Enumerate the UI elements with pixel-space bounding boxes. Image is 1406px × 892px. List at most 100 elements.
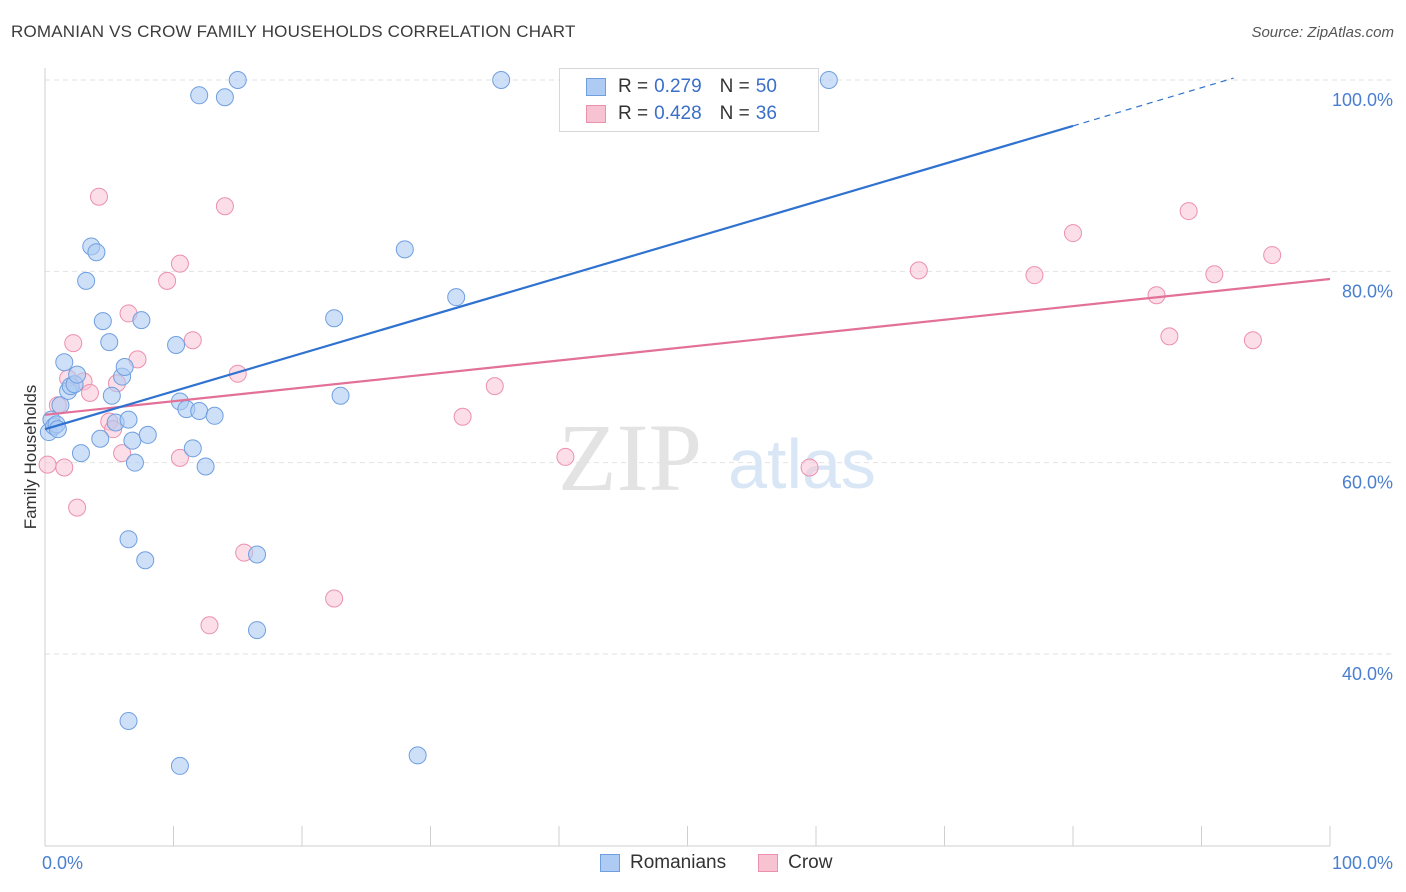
romanian-point <box>331 386 350 405</box>
n-label: N = <box>719 103 750 124</box>
r-label: R = <box>618 103 649 124</box>
x-tick-label-end: 100.0% <box>1332 853 1393 873</box>
crow-point <box>1160 327 1179 346</box>
crow-legend-swatch <box>758 854 779 872</box>
crow-point <box>1064 224 1082 243</box>
legend-item-crow[interactable]: Crow <box>758 852 832 874</box>
chart-title: ROMANIAN VS CROW FAMILY HOUSEHOLDS CORRE… <box>11 22 576 41</box>
crow-point <box>1205 265 1224 284</box>
crow-point <box>1179 202 1198 221</box>
crow-point <box>64 334 83 353</box>
legend-item-romanians[interactable]: Romanians <box>600 852 726 874</box>
legend-row-romanians: R = 0.279 N = 50 <box>586 75 777 99</box>
r-value: 0.428 <box>654 103 702 124</box>
crow-point <box>1147 286 1166 305</box>
romanian-point <box>228 71 247 89</box>
romanian-point <box>132 311 151 330</box>
romanian-point <box>119 530 138 549</box>
n-label: N = <box>719 76 750 97</box>
romanian-point <box>55 353 74 372</box>
romanian-point <box>100 333 119 352</box>
romanian-point <box>136 551 155 570</box>
romanian-point <box>138 425 157 444</box>
romanian-point <box>492 71 511 89</box>
romanian-point <box>325 309 344 328</box>
romanian-point <box>91 429 110 448</box>
crow-point <box>1263 246 1282 265</box>
crow-point <box>909 261 928 280</box>
romanian-point <box>248 545 267 564</box>
y-tick-label: 60.0% <box>1342 473 1393 493</box>
crow-point <box>183 331 202 350</box>
romanian-points <box>39 71 838 775</box>
romanian-point <box>119 410 138 429</box>
romanian-point <box>190 86 209 105</box>
romanian-point <box>77 271 96 290</box>
y-axis-label: Family Households <box>21 385 40 530</box>
romanian-point <box>170 756 189 775</box>
romanians-legend-swatch <box>600 854 620 872</box>
crow-point <box>556 447 575 466</box>
romanian-point <box>123 431 142 450</box>
watermark-zip: ZIP <box>558 404 702 511</box>
crow-point <box>38 455 57 474</box>
y-tick-label: 100.0% <box>1332 90 1393 110</box>
x-tick-label-start: 0.0% <box>42 853 83 873</box>
watermark: ZIP atlas <box>558 404 876 511</box>
crow-point <box>68 498 87 517</box>
romanians-legend-label: Romanians <box>630 852 727 873</box>
crow-point <box>1243 331 1262 350</box>
y-tick-label: 40.0% <box>1342 664 1393 684</box>
romanian-point <box>115 358 134 376</box>
romanian-point <box>248 621 267 640</box>
crow-point <box>215 197 234 216</box>
crow-point <box>453 407 472 426</box>
romanian-point <box>215 88 234 107</box>
source-credit: Source: ZipAtlas.com <box>1251 24 1394 41</box>
y-tick-label: 80.0% <box>1342 281 1393 301</box>
crow-point <box>158 271 177 290</box>
crow-point <box>200 616 219 635</box>
crow-point <box>485 377 504 396</box>
romanian-point <box>190 402 209 421</box>
romanian-point <box>71 444 90 463</box>
r-value: 0.279 <box>654 76 702 97</box>
legend-row-crow: R = 0.428 N = 36 <box>586 102 777 126</box>
n-value: 36 <box>755 103 777 124</box>
crow-point <box>80 383 99 402</box>
axes: 40.0% 60.0% 80.0% 100.0% 0.0% 100.0% <box>42 68 1393 873</box>
stats-legend: R = 0.279 N = 50 R = 0.428 N = 36 <box>559 68 819 132</box>
romanians-trend-extension <box>1072 77 1234 127</box>
romanian-point <box>395 240 414 259</box>
crow-point <box>325 589 344 608</box>
romanian-point <box>447 288 466 307</box>
romanian-point <box>125 453 144 472</box>
romanian-point <box>205 406 224 425</box>
romanians-trend-line <box>44 124 1074 431</box>
romanian-point <box>87 243 106 262</box>
romanian-point <box>119 711 138 730</box>
crow-point <box>800 458 819 477</box>
crow-point <box>1025 266 1044 285</box>
crow-point <box>113 444 132 463</box>
romanian-point <box>93 312 112 331</box>
crow-point <box>170 448 189 467</box>
crow-point <box>55 458 74 477</box>
gridlines <box>45 79 1393 655</box>
romanian-point <box>408 746 427 765</box>
crow-swatch <box>586 105 606 123</box>
crow-trend-line <box>44 277 1331 416</box>
romanian-point <box>196 457 215 476</box>
romanian-point <box>183 439 202 458</box>
crow-point <box>170 254 189 273</box>
romanian-point <box>68 365 87 384</box>
r-label: R = <box>618 76 649 97</box>
romanians-swatch <box>586 78 606 96</box>
crow-point <box>89 187 108 206</box>
romanian-point <box>167 335 186 354</box>
crow-legend-label: Crow <box>788 852 833 873</box>
romanian-point <box>102 386 121 405</box>
series-legend: Romanians Crow <box>600 852 864 874</box>
romanian-point <box>819 71 838 89</box>
